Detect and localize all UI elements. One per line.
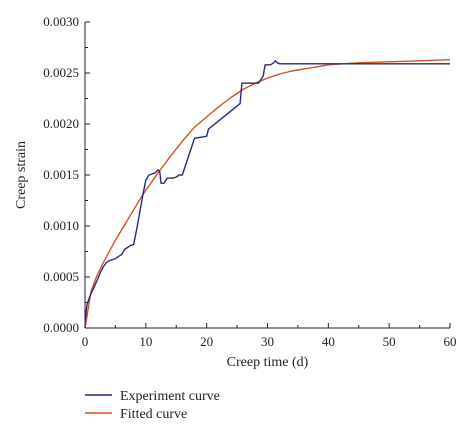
legend-label: Fitted curve <box>120 407 187 422</box>
y-tick-label: 0.0030 <box>43 14 79 29</box>
series-line-experiment-curve <box>84 60 450 329</box>
x-tick-label: 10 <box>139 334 152 349</box>
series-line-fitted-curve <box>84 59 451 329</box>
legend-label: Experiment curve <box>120 389 220 404</box>
y-tick-label: 0.0000 <box>43 320 79 335</box>
y-axis-title: Creep strain <box>14 141 29 209</box>
x-tick-label: 30 <box>261 334 274 349</box>
x-tick-label: 0 <box>82 334 89 349</box>
y-tick-label: 0.0025 <box>43 65 79 80</box>
x-axis-title: Creep time (d) <box>227 355 309 370</box>
y-tick-label: 0.0020 <box>43 116 79 131</box>
y-tick-label: 0.0005 <box>43 269 79 284</box>
x-tick-label: 60 <box>444 334 457 349</box>
y-tick-label: 0.0010 <box>43 218 79 233</box>
x-tick-label: 50 <box>383 334 396 349</box>
x-tick-label: 20 <box>200 334 213 349</box>
x-tick-label: 40 <box>322 334 335 349</box>
y-tick-label: 0.0015 <box>43 167 79 182</box>
